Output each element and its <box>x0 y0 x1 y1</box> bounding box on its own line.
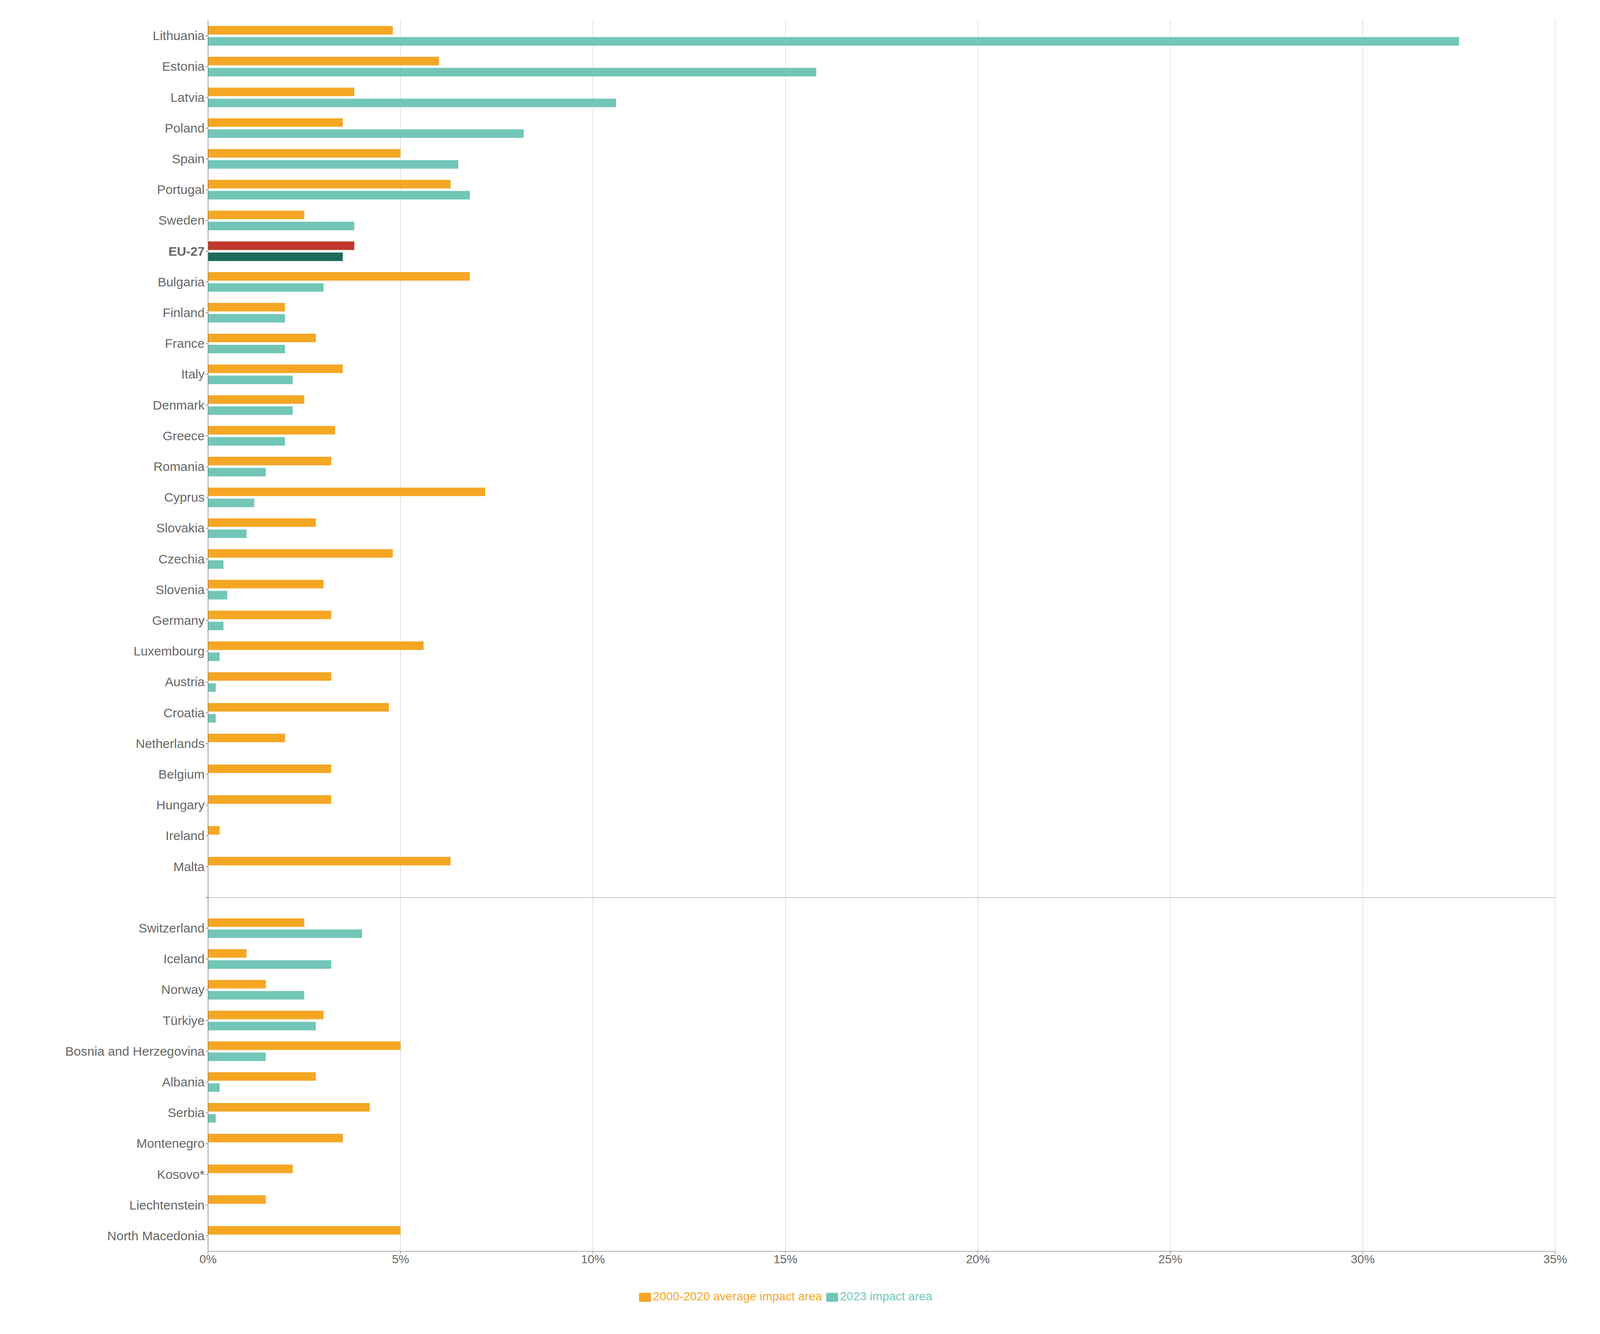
svg-text:25%: 25% <box>1158 1252 1183 1267</box>
svg-text:Spain: Spain <box>171 151 205 166</box>
svg-text:Bosnia and Herzegovina: Bosnia and Herzegovina <box>65 1044 205 1059</box>
svg-text:Sweden: Sweden <box>158 213 205 228</box>
html-text:2023 impact area: 2023 impact area <box>839 1290 933 1304</box>
svg-text:Serbia: Serbia <box>167 1105 205 1120</box>
svg-text:Poland: Poland <box>164 121 205 136</box>
svg-text:Liechtenstein: Liechtenstein <box>129 1198 205 1213</box>
svg-text:Portugal: Portugal <box>156 182 205 197</box>
svg-text:North Macedonia: North Macedonia <box>107 1229 206 1244</box>
svg-text:Netherlands: Netherlands <box>135 736 205 751</box>
svg-text:Germany: Germany <box>152 613 205 628</box>
svg-text:Italy: Italy <box>181 367 205 382</box>
svg-text:Ireland: Ireland <box>165 828 205 843</box>
svg-text:Switzerland: Switzerland <box>138 921 205 936</box>
html-text:2000-2020 average impact area: 2000-2020 average impact area <box>652 1290 823 1304</box>
svg-text:Montenegro: Montenegro <box>136 1136 205 1151</box>
svg-text:5%: 5% <box>391 1252 409 1267</box>
svg-text:Estonia: Estonia <box>162 59 205 74</box>
svg-text:Finland: Finland <box>162 305 205 320</box>
svg-text:30%: 30% <box>1351 1252 1375 1267</box>
svg-text:Slovenia: Slovenia <box>155 582 205 597</box>
svg-text:Greece: Greece <box>162 428 205 443</box>
svg-text:Albania: Albania <box>162 1075 205 1090</box>
svg-text:Belgium: Belgium <box>158 767 205 782</box>
svg-text:Austria: Austria <box>164 674 206 689</box>
svg-text:Türkiye: Türkiye <box>162 1013 205 1028</box>
svg-text:35%: 35% <box>1543 1252 1568 1267</box>
svg-text:Iceland: Iceland <box>163 951 205 967</box>
svg-text:Malta: Malta <box>173 859 206 874</box>
svg-text:Denmark: Denmark <box>152 398 206 413</box>
svg-text:Luxembourg: Luxembourg <box>133 644 205 659</box>
svg-text:Romania: Romania <box>153 459 205 474</box>
svg-text:10%: 10% <box>581 1252 605 1267</box>
svg-text:Lithuania: Lithuania <box>152 28 205 43</box>
svg-text:Norway: Norway <box>161 982 205 997</box>
svg-text:Cyprus: Cyprus <box>164 490 205 505</box>
svg-text:20%: 20% <box>966 1252 990 1267</box>
svg-text:15%: 15% <box>773 1252 798 1267</box>
svg-text:Croatia: Croatia <box>163 705 205 721</box>
svg-text:Czechia: Czechia <box>158 552 206 567</box>
svg-text:0%: 0% <box>199 1252 217 1267</box>
svg-text:France: France <box>164 336 205 351</box>
svg-text:Hungary: Hungary <box>156 798 205 813</box>
svg-text:Slovakia: Slovakia <box>156 520 206 536</box>
svg-text:Kosovo*: Kosovo* <box>156 1167 205 1182</box>
svg-text:Bulgaria: Bulgaria <box>157 274 205 290</box>
svg-text:EU-27: EU-27 <box>168 244 205 259</box>
svg-text:Latvia: Latvia <box>170 90 205 105</box>
